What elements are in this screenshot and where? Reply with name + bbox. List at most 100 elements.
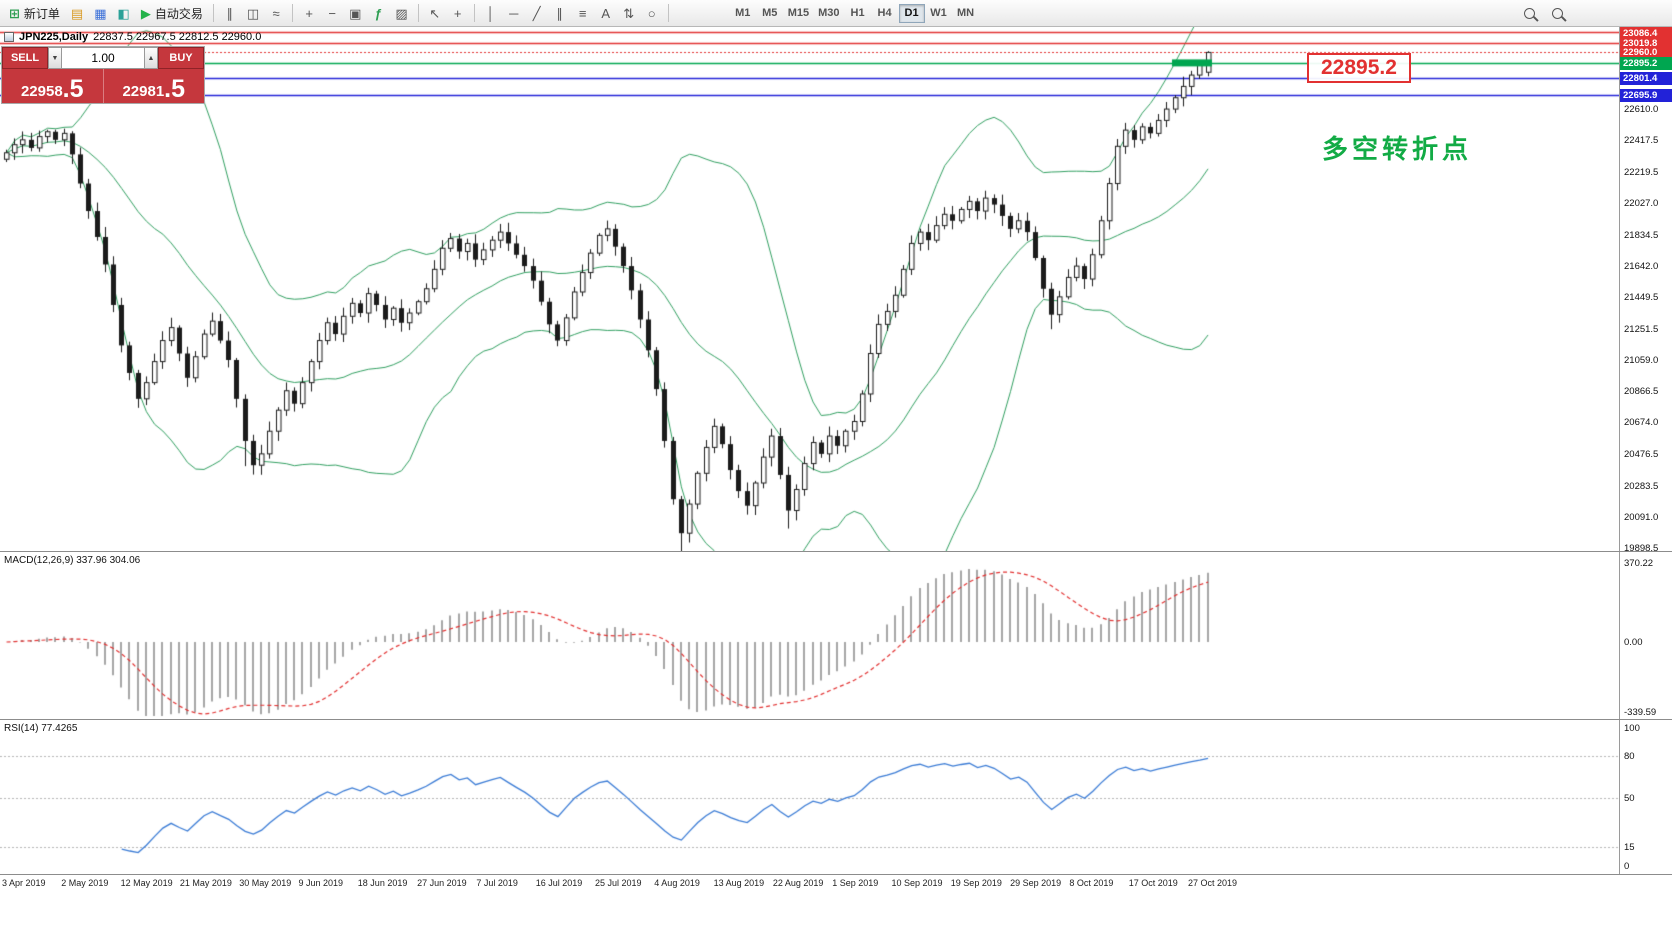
macd-panel: MACD(12,26,9) 337.96 304.06 370.22 0.00 … — [0, 551, 1672, 719]
timeframe-m15[interactable]: M15 — [784, 4, 813, 23]
rsi-scale-50: 50 — [1624, 793, 1635, 804]
price-tag-22801.4: 22801.4 — [1620, 72, 1672, 86]
market-watch-button[interactable]: ▤ — [66, 3, 88, 24]
search-button[interactable] — [1518, 3, 1540, 24]
shapes-tool-icon: ○ — [647, 5, 656, 21]
date-label: 29 Sep 2019 — [1010, 878, 1062, 888]
buy-button[interactable]: BUY — [158, 47, 204, 69]
date-label: 17 Oct 2019 — [1128, 878, 1178, 888]
price-tick: 19898.5 — [1624, 543, 1659, 554]
line-chart-icon: ≈ — [272, 5, 280, 21]
indicators-button[interactable]: ƒ — [367, 3, 389, 24]
toolbar-separator — [292, 4, 294, 22]
crosshair-icon: + — [453, 5, 462, 21]
arrows-tool-button[interactable]: ⇅ — [618, 3, 640, 24]
text-tool-icon: A — [601, 5, 611, 21]
auto-trading-icon: ▶ — [140, 5, 151, 21]
date-label: 25 Jul 2019 — [595, 878, 642, 888]
tile-windows-icon: ▣ — [349, 5, 362, 21]
vertical-line-tool-button[interactable]: │ — [480, 3, 502, 24]
price-tick: 20091.0 — [1624, 511, 1659, 523]
chart-symbol-period: JPN225,Daily — [19, 31, 89, 43]
data-window-button[interactable]: ▦ — [89, 3, 111, 24]
rsi-canvas[interactable] — [0, 720, 1619, 874]
crosshair-button[interactable]: + — [447, 3, 469, 24]
sell-price-pips: .5 — [62, 74, 84, 103]
date-axis[interactable]: 3 Apr 2019 2 May 2019 12 May 2019 21 May 20… — [0, 874, 1672, 951]
channel-tool-button[interactable]: ∥ — [549, 3, 571, 24]
price-tick: 21251.5 — [1624, 323, 1659, 335]
timeframe-m1[interactable]: M1 — [730, 4, 756, 23]
volume-decrease-button[interactable]: ▼ — [48, 47, 62, 69]
macd-scale[interactable]: 370.22 0.00 -339.59 — [1619, 552, 1672, 719]
timeframe-mn[interactable]: MN — [953, 4, 979, 23]
price-tick: 21059.0 — [1624, 355, 1659, 367]
price-scale[interactable]: 22610.0 22417.5 22219.5 22027.0 21834.5 21642… — [1619, 27, 1672, 554]
trendline-tool-button[interactable]: ╱ — [526, 3, 548, 24]
fibonacci-icon: ≡ — [578, 5, 587, 21]
fibonacci-tool-button[interactable]: ≡ — [572, 3, 594, 24]
channel-icon: ∥ — [556, 5, 563, 21]
date-label: 8 Oct 2019 — [1069, 878, 1114, 888]
symbol-search-button[interactable] — [1546, 3, 1568, 24]
template-button[interactable]: ▨ — [390, 3, 412, 24]
price-tag-22895.2: 22895.2 — [1620, 56, 1672, 70]
price-tick: 21642.0 — [1624, 260, 1659, 272]
volume-increase-button[interactable]: ▲ — [144, 47, 158, 69]
sell-button[interactable]: SELL — [2, 47, 48, 69]
sell-price-display[interactable]: 22958.5 — [2, 69, 104, 103]
chart-icon — [4, 32, 14, 42]
bar-chart-button[interactable]: ∥ — [219, 3, 241, 24]
rsi-scale[interactable]: 100 80 50 15 0 — [1619, 720, 1672, 874]
macd-canvas[interactable] — [0, 552, 1619, 719]
rsi-panel: RSI(14) 77.4265 100 80 50 15 0 — [0, 719, 1672, 874]
chart-ohlc-values: 22837.5 22967.5 22812.5 22960.0 — [93, 31, 262, 43]
market-watch-icon: ▤ — [70, 5, 84, 21]
price-tag-22960.0: 22960.0 — [1620, 46, 1672, 60]
buy-price-main: 22981 — [122, 82, 165, 100]
macd-scale-bottom: -339.59 — [1624, 707, 1657, 718]
horizontal-line-tool-button[interactable]: ─ — [503, 3, 525, 24]
volume-input[interactable] — [62, 47, 144, 69]
date-label: 12 May 2019 — [120, 878, 173, 888]
bar-chart-icon: ∥ — [226, 5, 234, 21]
one-click-trading-widget: SELL ▼ ▲ BUY 22958.5 22981.5 — [1, 46, 205, 104]
buy-price-display[interactable]: 22981.5 — [104, 69, 205, 103]
price-tick: 20476.5 — [1624, 449, 1659, 461]
text-tool-button[interactable]: A — [595, 3, 617, 24]
candlestick-chart-button[interactable]: ◫ — [242, 3, 264, 24]
zoom-out-button[interactable]: − — [321, 3, 343, 24]
tile-windows-button[interactable]: ▣ — [344, 3, 366, 24]
toolbar-right-group — [1518, 3, 1568, 24]
zoom-in-button[interactable]: + — [298, 3, 320, 24]
line-chart-button[interactable]: ≈ — [265, 3, 287, 24]
candlestick-chart-icon: ◫ — [246, 5, 260, 21]
navigator-button[interactable]: ◧ — [113, 3, 135, 24]
timeframe-m30[interactable]: M30 — [814, 4, 843, 23]
horizontal-line-icon: ─ — [509, 5, 519, 21]
main-chart-canvas[interactable] — [0, 27, 1619, 551]
template-icon: ▨ — [395, 5, 408, 21]
new-order-button[interactable]: ⊞ 新订单 — [4, 3, 65, 24]
date-label: 30 May 2019 — [239, 878, 292, 888]
timeframe-h4[interactable]: H4 — [872, 4, 898, 23]
data-window-icon: ▦ — [94, 5, 107, 21]
symbol-search-icon — [1551, 7, 1563, 19]
chart-title: JPN225,Daily 22837.5 22967.5 22812.5 229… — [4, 31, 261, 43]
date-label: 1 Sep 2019 — [832, 878, 879, 888]
timeframe-w1[interactable]: W1 — [926, 4, 952, 23]
date-label: 18 Jun 2019 — [357, 878, 408, 888]
toolbar-separator — [417, 4, 419, 22]
auto-trading-button[interactable]: ▶ 自动交易 — [136, 3, 208, 24]
date-label: 3 Apr 2019 — [2, 878, 46, 888]
auto-trading-label: 自动交易 — [154, 6, 203, 21]
timeframe-h1[interactable]: H1 — [845, 4, 871, 23]
price-tick: 22027.0 — [1624, 198, 1659, 210]
cursor-button[interactable]: ↖ — [424, 3, 446, 24]
shapes-tool-button[interactable]: ○ — [641, 3, 663, 24]
date-label: 21 May 2019 — [179, 878, 232, 888]
timeframe-m5[interactable]: M5 — [757, 4, 783, 23]
price-tick: 21834.5 — [1624, 229, 1659, 241]
timeframe-d1[interactable]: D1 — [898, 3, 925, 23]
macd-label: MACD(12,26,9) 337.96 304.06 — [4, 555, 141, 566]
